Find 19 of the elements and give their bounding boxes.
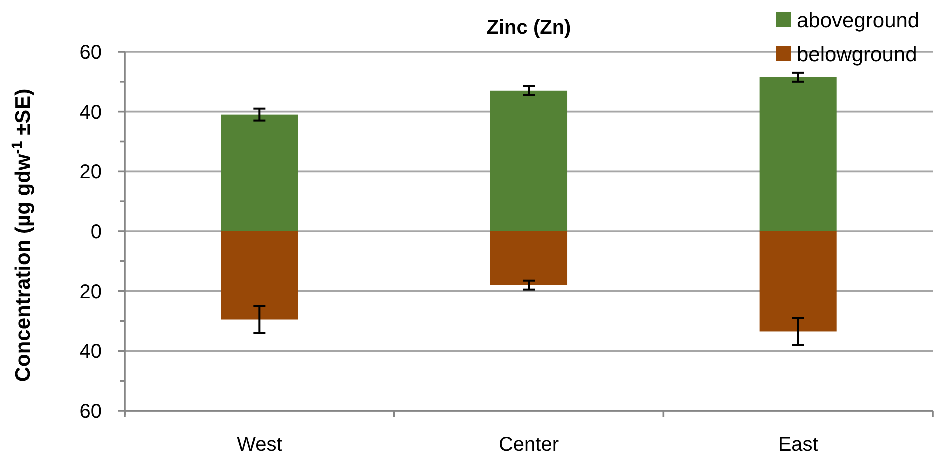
y-tick-label: 60 xyxy=(80,42,102,64)
bar xyxy=(760,77,837,232)
chart-title: Zinc (Zn) xyxy=(486,17,572,39)
y-tick-label: 40 xyxy=(80,102,102,124)
legend-label: aboveground xyxy=(797,9,920,32)
y-tick-label: 20 xyxy=(80,162,102,184)
y-tick-label: 0 xyxy=(90,222,102,244)
x-tick-label: West xyxy=(237,434,283,455)
y-tick-label: 40 xyxy=(80,341,102,364)
y-tick-label: 60 xyxy=(80,401,102,423)
x-tick-label: East xyxy=(778,434,819,455)
x-tick-label: Center xyxy=(498,434,560,455)
bar xyxy=(490,90,568,232)
bar xyxy=(490,232,568,286)
y-tick-label: 20 xyxy=(80,281,102,304)
bar xyxy=(760,232,837,332)
legend-label: belowground xyxy=(797,43,918,66)
bar xyxy=(221,114,298,232)
bar xyxy=(221,232,298,320)
